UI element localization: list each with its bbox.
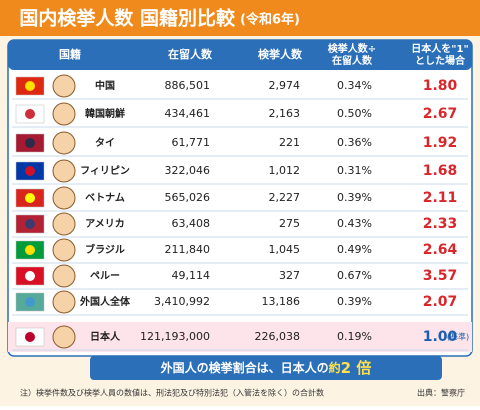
cell: アメリカ xyxy=(85,218,125,230)
ratio-value: 2.11 xyxy=(423,190,458,206)
avatar xyxy=(52,212,76,236)
header-cell: 検挙人数÷ xyxy=(328,42,376,55)
header-cell: 日本人を"1" xyxy=(411,42,468,55)
cell: 322,046 xyxy=(165,164,211,177)
avatar xyxy=(52,186,76,210)
header-cell: 検挙人数 xyxy=(258,47,303,61)
cell: 61,771 xyxy=(172,136,211,149)
ratio-value: 1.00 xyxy=(423,329,458,345)
header-cell: 在留人数 xyxy=(332,54,373,67)
cell: ベトナム xyxy=(85,192,125,204)
japan-row xyxy=(8,322,472,352)
ratio-value: 3.57 xyxy=(423,268,458,284)
cell: タイ xyxy=(95,137,115,149)
cell: 韓国朝鮮 xyxy=(85,107,125,120)
cell: 0.67% xyxy=(337,269,372,282)
year: (令和6年) xyxy=(240,12,300,28)
avatar xyxy=(52,159,76,183)
cell: 2,227 xyxy=(269,191,301,204)
header-cell: とした場合 xyxy=(415,54,466,67)
cell: 13,186 xyxy=(262,295,301,308)
flag-emblem xyxy=(25,332,35,342)
cell: 211,840 xyxy=(165,243,211,256)
cell: 565,026 xyxy=(165,191,211,204)
avatar xyxy=(52,102,76,126)
cell: 2,163 xyxy=(269,107,301,120)
cell: 3,410,992 xyxy=(154,295,210,308)
cell: 1,045 xyxy=(269,243,301,256)
ratio-value: 2.67 xyxy=(423,106,458,122)
flag-emblem xyxy=(25,138,35,148)
flag-emblem xyxy=(25,81,35,91)
flag-emblem xyxy=(25,271,35,281)
avatar xyxy=(52,238,76,262)
flag-emblem xyxy=(25,245,35,255)
cell: 221 xyxy=(279,136,300,149)
cell: 2,974 xyxy=(269,79,301,92)
base-label: (基準) xyxy=(447,332,469,342)
cell: 434,461 xyxy=(165,107,211,120)
cell: 0.43% xyxy=(337,217,372,230)
cell: 0.31% xyxy=(337,164,372,177)
cell: 0.50% xyxy=(337,107,372,120)
avatar xyxy=(52,131,76,155)
cell: 0.19% xyxy=(337,330,372,343)
ratio-value: 2.07 xyxy=(423,294,458,310)
note: 注）検挙件数及び検挙人員の数値は、刑法犯及び特別法犯（入管法を除く）の合計数 xyxy=(20,388,324,398)
ratio-value: 2.64 xyxy=(423,242,458,258)
cell: 327 xyxy=(279,269,300,282)
cell: ペルー xyxy=(90,271,120,282)
cell: ブラジル xyxy=(85,243,125,256)
flag-emblem xyxy=(25,166,35,176)
header-cell: 在留人数 xyxy=(168,47,213,61)
title: 国内検挙人数 国籍別比較 xyxy=(19,7,236,30)
cell: 0.34% xyxy=(337,79,372,92)
flag-emblem xyxy=(25,193,35,203)
header-row xyxy=(8,40,472,70)
cell: 1,012 xyxy=(269,164,301,177)
ratio-value: 2.33 xyxy=(423,216,458,232)
cell: 0.49% xyxy=(337,243,372,256)
cell: 0.36% xyxy=(337,136,372,149)
cell: 275 xyxy=(279,217,300,230)
avatar xyxy=(52,290,76,314)
callout-part: 外国人の検挙割合は、日本人の xyxy=(161,360,329,375)
callout-box xyxy=(90,356,442,380)
flag-emblem xyxy=(25,109,35,119)
ratio-value: 1.80 xyxy=(423,78,458,94)
callout: 外国人の検挙割合は、日本人の約2 倍 xyxy=(161,359,372,377)
avatar xyxy=(52,74,76,98)
cell: 外国人全体 xyxy=(79,295,131,308)
avatar xyxy=(52,264,76,288)
flag-emblem xyxy=(25,297,35,307)
flag-emblem xyxy=(25,219,35,229)
cell: 49,114 xyxy=(172,269,211,282)
cell: 日本人 xyxy=(90,330,121,343)
ratio-value: 1.92 xyxy=(423,135,458,151)
ratio-value: 1.68 xyxy=(423,163,458,179)
callout-part: 約 xyxy=(329,360,341,375)
table-frame xyxy=(7,39,473,357)
cell: 中国 xyxy=(95,79,115,92)
source: 出典：警察庁 xyxy=(417,388,465,398)
title-bar xyxy=(0,0,480,36)
callout-part: 2 倍 xyxy=(341,359,372,377)
header-cell: 国籍 xyxy=(59,47,81,61)
cell: 886,501 xyxy=(165,79,211,92)
cell: 0.39% xyxy=(337,295,372,308)
avatar xyxy=(52,325,76,349)
cell: 226,038 xyxy=(255,330,301,343)
cell: 121,193,000 xyxy=(140,330,210,343)
cell: 0.39% xyxy=(337,191,372,204)
cell: 63,408 xyxy=(172,217,211,230)
cell: フィリピン xyxy=(80,165,130,177)
